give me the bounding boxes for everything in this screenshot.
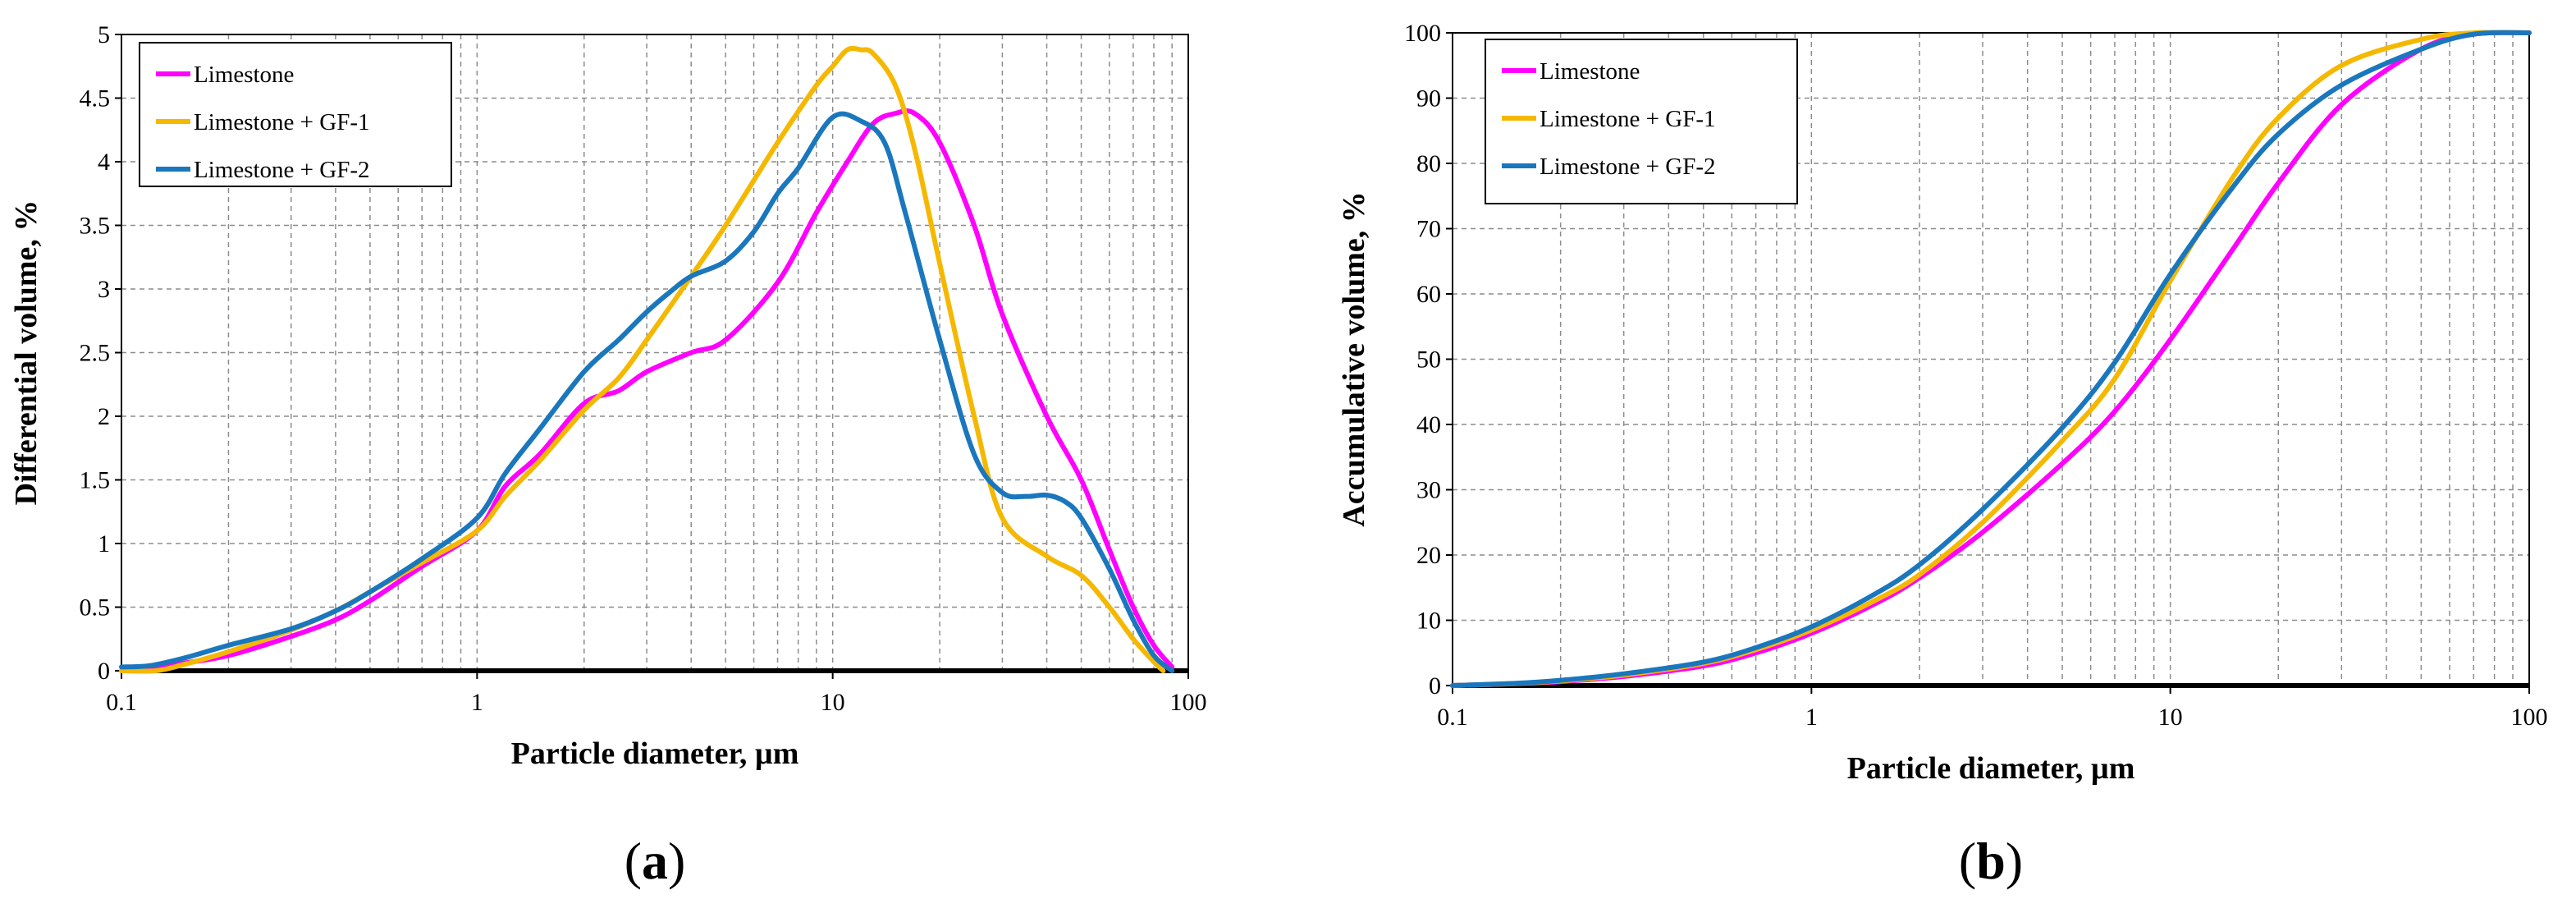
x-tick-label: 100 [2511,704,2548,731]
y-tick-label: 4 [98,149,110,176]
chart-panel-a: 00.511.522.533.544.550.1 1 10 100LimestoneL… [9,21,1207,890]
x-axis-title: Particle diameter, µm [511,736,799,771]
y-tick-label: 10 [1416,608,1441,635]
series-group [1450,30,2532,688]
y-tick-label: 4.5 [80,85,111,112]
x-tick-label: 10 [821,689,845,716]
y-tick-label: 80 [1416,150,1441,177]
y-axis-title: Accumulative volume, % [1337,191,1371,526]
y-tick-label: 0 [98,658,110,685]
y-tick-label: 2 [98,403,110,430]
y-tick-label: 0 [1429,672,1441,700]
y-tick-label: 50 [1416,346,1441,374]
y-tick-label: 100 [1404,20,1441,47]
y-tick-label: 1.5 [80,467,111,494]
y-tick-label: 20 [1416,542,1441,569]
x-tick-label: 1 [471,689,483,716]
x-tick-label: 100 [1170,689,1207,716]
y-axis-title: Differential volume, % [9,200,43,506]
y-axis-ticks: 0 10 20 30 40 50 60 70 80 90 100 [1404,20,1453,700]
y-tick-label: 90 [1416,85,1441,112]
x-tick-label: 0.1 [106,689,137,716]
x-axis-ticks: 0.1 1 10 100 [106,671,1207,716]
series-group [119,45,1175,674]
legend-box [139,42,452,187]
chart-panel-b: 0 10 20 30 40 50 60 70 80 90 100 0.1 1 10 100 Limestone… [1337,20,2548,890]
panel-label: (a) [625,832,686,890]
y-axis-ticks: 0 0.5 1 1.5 2 2.5 3 3.5 4 4.5 5 [80,21,121,685]
legend-label: Limestone + GF-2 [1540,154,1716,180]
x-axis-ticks: 0.1 1 10 100 [1437,686,2548,731]
series-line-limestone [119,108,1175,673]
legend-box [1485,39,1798,204]
gridlines [121,34,1188,671]
y-tick-label: 3.5 [80,213,111,240]
legend-label: Limestone [194,62,294,88]
y-tick-label: 5 [98,21,110,48]
y-tick-label: 1 [98,530,110,557]
y-tick-label: 2.5 [80,340,111,367]
x-axis-title: Particle diameter, µm [1847,751,2135,786]
legend: Limestone Limestone + GF-1 Limestone + GF-… [1485,39,1798,204]
x-tick-label: 1 [1805,704,1818,731]
y-tick-label: 40 [1416,411,1441,438]
legend-label: Limestone [1540,58,1640,85]
legend-label: Limestone + GF-2 [194,157,370,183]
y-tick-label: 70 [1416,216,1441,243]
legend-label: Limestone + GF-1 [1540,106,1716,132]
series-line-limestone-gf-2 [1450,30,2532,688]
y-tick-label: 30 [1416,477,1441,504]
x-tick-label: 0.1 [1437,704,1468,731]
legend: Limestone Limestone + GF-1 Limestone + GF-… [139,42,452,187]
y-tick-label: 60 [1416,281,1441,308]
y-tick-label: 0.5 [80,594,111,622]
legend-label: Limestone + GF-1 [194,109,370,135]
y-tick-label: 3 [98,276,110,303]
series-line-limestone-gf-2 [119,111,1175,673]
x-tick-label: 10 [2158,704,2183,731]
panel-label: (b) [1959,832,2023,890]
